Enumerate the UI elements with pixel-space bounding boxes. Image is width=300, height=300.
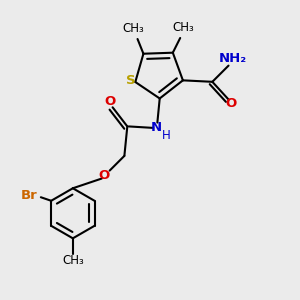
Text: N: N — [151, 122, 162, 134]
Text: O: O — [98, 169, 110, 182]
Text: O: O — [226, 98, 237, 110]
Text: O: O — [104, 95, 115, 109]
Text: CH₃: CH₃ — [172, 21, 194, 34]
Text: NH₂: NH₂ — [219, 52, 247, 65]
Text: S: S — [126, 74, 136, 87]
Text: CH₃: CH₃ — [62, 254, 84, 267]
Text: CH₃: CH₃ — [122, 22, 144, 35]
Text: H: H — [162, 129, 171, 142]
Text: Br: Br — [21, 189, 38, 202]
